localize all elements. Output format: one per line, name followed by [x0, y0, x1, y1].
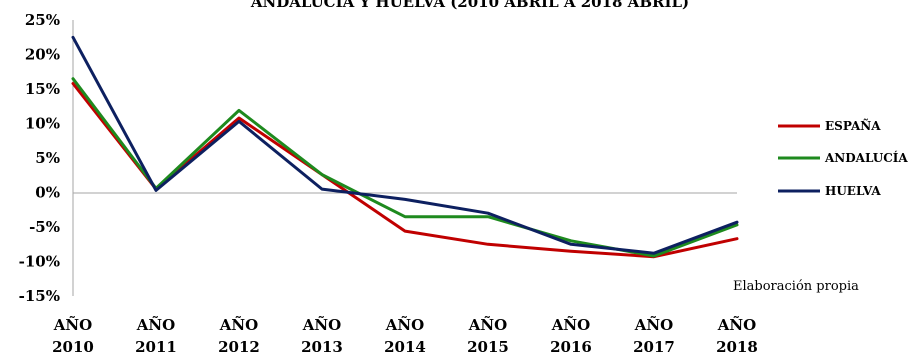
x-tick-label: AÑO: [302, 315, 341, 334]
series-line-españa: [71, 82, 739, 259]
x-tick-label: 2017: [633, 338, 675, 356]
x-tick-label: AÑO: [219, 315, 258, 334]
y-tick-label: 20%: [25, 46, 60, 64]
source-annotation: Elaboración propia: [733, 279, 859, 294]
y-tick-label: -5%: [29, 218, 60, 236]
y-tick-label: -10%: [19, 253, 60, 271]
x-tick-label: AÑO: [551, 315, 590, 334]
x-tick-label: AÑO: [634, 315, 673, 334]
y-tick-label: 10%: [25, 115, 60, 133]
x-tick-label: 2010: [52, 338, 94, 356]
legend-label: ANDALUCÍA: [824, 150, 908, 165]
x-tick-label: 2015: [467, 338, 509, 356]
y-tick-label: 0%: [35, 184, 60, 202]
x-axis-ticks: AÑO 2010 AÑO 2011 AÑO 2012 AÑO 2013 AÑO 2014 AÑO 20…: [52, 315, 758, 356]
x-tick-label: 2018: [716, 338, 758, 356]
x-tick-label: 2014: [384, 338, 426, 356]
y-tick-label: -15%: [19, 287, 60, 305]
chart-title: ANDALUCÍA Y HUELVA (2010 ABRIL A 2018 AB…: [250, 0, 689, 11]
series-line-huelva: [71, 35, 739, 255]
x-tick-label: 2013: [301, 338, 343, 356]
legend-label: HUELVA: [825, 184, 881, 198]
x-tick-label: AÑO: [136, 315, 175, 334]
legend-label: ESPAÑA: [825, 118, 881, 133]
x-tick-label: AÑO: [717, 315, 756, 334]
x-tick-label: AÑO: [385, 315, 424, 334]
y-tick-label: 25%: [25, 11, 60, 29]
x-tick-label: AÑO: [53, 315, 92, 334]
legend: ESPAÑA ANDALUCÍA HUELVA: [778, 118, 908, 198]
y-tick-label: 15%: [25, 80, 60, 98]
x-tick-label: 2012: [218, 338, 260, 356]
y-tick-label: 5%: [35, 149, 60, 167]
y-axis-ticks: 25% 20% 15% 10% 5% 0% -5% -10% -15%: [19, 11, 60, 305]
x-tick-label: 2016: [550, 338, 592, 356]
x-tick-label: AÑO: [468, 315, 507, 334]
series-lines: [71, 35, 739, 259]
x-tick-label: 2011: [135, 338, 177, 356]
